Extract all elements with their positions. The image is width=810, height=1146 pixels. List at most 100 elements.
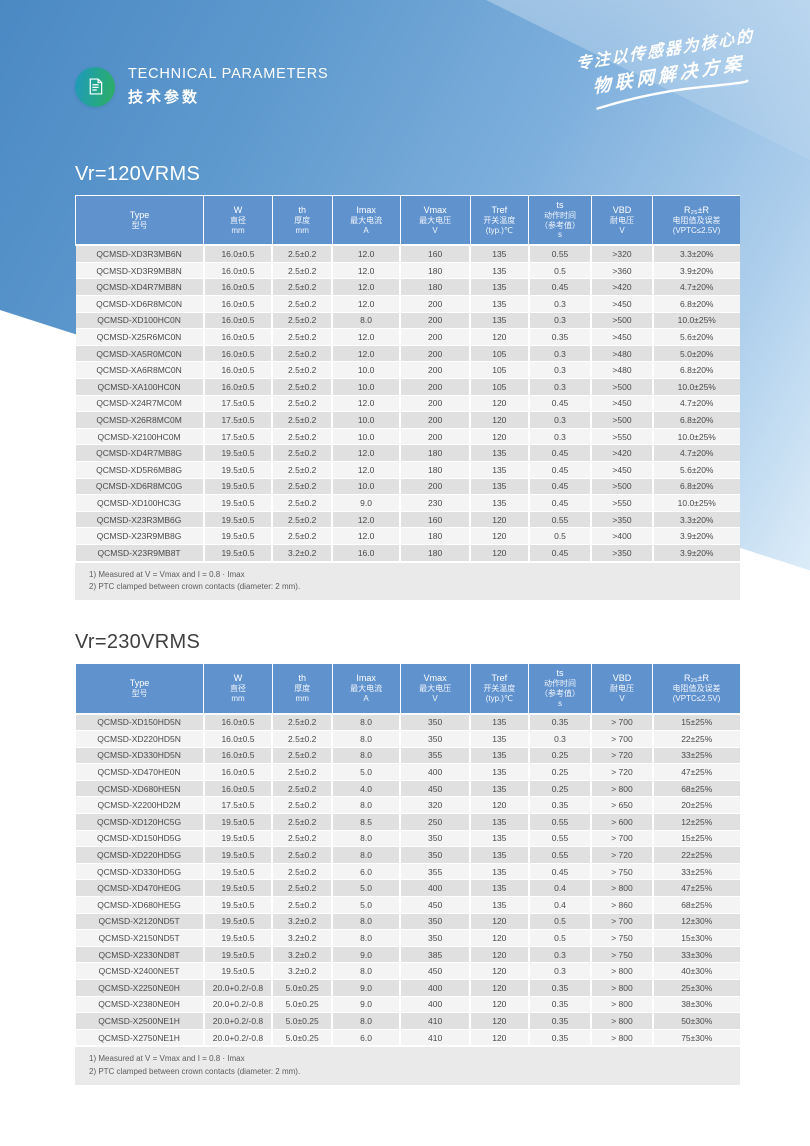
table-cell: 120 xyxy=(470,946,530,964)
table-cell: QCMSD-XD150HD5G xyxy=(75,830,205,848)
column-header-line: V xyxy=(432,693,438,703)
table-cell: 10.0 xyxy=(332,428,402,446)
table-cell: 450 xyxy=(400,896,472,914)
table-row: QCMSD-X23R3MB6G 19.5±0.5 2.5±0.2 12.0 160 120… xyxy=(75,511,740,529)
table-cell: 17.5±0.5 xyxy=(203,428,274,446)
table-cell: 350 xyxy=(400,713,472,732)
table-cell: 410 xyxy=(400,1012,472,1030)
column-header-line: A xyxy=(363,693,369,703)
table-cell: 20±25% xyxy=(652,796,740,815)
column-header: Tref 开关温度 (typ.)℃ xyxy=(469,195,530,246)
document-icon xyxy=(89,78,102,95)
table-cell: 320 xyxy=(400,796,472,815)
column-header-line: A xyxy=(363,225,369,235)
column-header-line: W xyxy=(233,673,243,684)
table-cell: 47±25% xyxy=(652,763,740,781)
table-cell: 135 xyxy=(470,494,530,512)
table-cell: 120 xyxy=(470,1012,530,1030)
table-cell: > 700 xyxy=(591,713,654,732)
table-cell: >450 xyxy=(591,295,654,313)
table-cell: 12.0 xyxy=(332,245,402,263)
table-cell: 0.5 xyxy=(528,262,593,280)
table-cell: QCMSD-X2500NE1H xyxy=(75,1012,205,1030)
section-title-120vrms: Vr=120VRMS xyxy=(75,163,201,185)
table-cell: >350 xyxy=(591,544,654,562)
table-head: Type 型号 W 直径 mm th 厚度 mm Imax 最大电流 A Vmax 最大电压 V Tref 开… xyxy=(74,195,740,246)
table-cell: 0.5 xyxy=(528,929,593,947)
table-cell: 2.5±0.2 xyxy=(272,361,334,379)
table-cell: QCMSD-XD150HD5N xyxy=(75,713,205,732)
table-cell: 4.0 xyxy=(332,780,402,798)
table-cell: 16.0±0.5 xyxy=(203,780,274,798)
table-cell: 2.5±0.2 xyxy=(272,763,334,781)
column-header: ts 动作时间 （参考值） s xyxy=(528,195,592,246)
column-header: R₂₅±R 电阻值及误差 (VPTC≤2.5V) xyxy=(652,663,740,714)
table-cell: 105 xyxy=(470,361,530,379)
column-header-line: V xyxy=(619,225,625,235)
table-cell: 120 xyxy=(470,544,530,562)
table-cell: 8.0 xyxy=(332,1012,402,1030)
table-cell: 8.0 xyxy=(332,730,402,748)
table-row: QCMSD-XD150HD5G 19.5±0.5 2.5±0.2 8.0 350 135 0… xyxy=(75,830,740,848)
table-cell: 160 xyxy=(400,245,472,263)
table-cell: > 800 xyxy=(591,979,654,997)
table-row: QCMSD-XD6R8MC0G 19.5±0.5 2.5±0.2 10.0 200 135… xyxy=(75,478,740,496)
table-cell: 400 xyxy=(400,996,472,1014)
table-cell: >550 xyxy=(591,428,654,446)
table-cell: 0.4 xyxy=(528,879,593,898)
table-cell: 19.5±0.5 xyxy=(203,813,274,831)
table-cell: >500 xyxy=(591,378,654,396)
table-row: QCMSD-X2330ND8T 19.5±0.5 3.2±0.2 9.0 385 120 0… xyxy=(75,946,740,964)
table-row: QCMSD-X24R7MC0M 17.5±0.5 2.5±0.2 12.0 200 120… xyxy=(75,395,740,413)
table-cell: 135 xyxy=(470,896,530,914)
table-cell: >420 xyxy=(591,444,654,462)
column-header-line: 耐电压 xyxy=(610,684,634,694)
table-cell: 20.0+0.2/-0.8 xyxy=(203,1029,274,1047)
table-cell: 68±25% xyxy=(652,896,740,914)
table-cell: 19.5±0.5 xyxy=(203,913,274,931)
table-cell: 6.0 xyxy=(332,863,402,881)
table-cell: 450 xyxy=(400,962,472,980)
column-header-line: 最大电压 xyxy=(419,215,452,225)
table-cell: 15±30% xyxy=(652,929,740,947)
table-cell: QCMSD-XA5R0MC0N xyxy=(75,345,205,363)
table-cell: 135 xyxy=(470,295,530,313)
table-row: QCMSD-XD4R7MB8G 19.5±0.5 2.5±0.2 12.0 180 135… xyxy=(75,444,740,462)
table-row: QCMSD-X2120ND5T 19.5±0.5 3.2±0.2 8.0 350 120 0… xyxy=(75,913,740,931)
column-header: W 直径 mm xyxy=(203,195,273,246)
column-header: th 厚度 mm xyxy=(271,663,333,714)
column-header: ts 动作时间 （参考值） s xyxy=(528,663,592,714)
table-cell: 8.0 xyxy=(332,962,402,980)
table-cell: 0.55 xyxy=(528,245,593,263)
page-header: TECHNICAL PARAMETERS 技术参数 xyxy=(75,0,740,107)
table-cell: 120 xyxy=(470,979,530,997)
table-cell: 120 xyxy=(470,913,530,931)
column-header-line: (VPTC≤2.5V) xyxy=(672,225,721,235)
table-cell: 0.25 xyxy=(528,763,593,781)
table-cell: > 700 xyxy=(591,913,654,931)
table-cell: 135 xyxy=(470,262,530,280)
table-cell: 3.3±20% xyxy=(652,511,740,529)
table-cell: 355 xyxy=(400,747,472,765)
table-cell: 10.0 xyxy=(332,411,402,429)
table-cell: 135 xyxy=(470,312,530,330)
table-cell: 10.0 xyxy=(332,361,402,379)
table-cell: 2.5±0.2 xyxy=(272,411,334,429)
table-cell: 0.35 xyxy=(528,1029,593,1047)
table-cell: > 700 xyxy=(591,830,654,848)
table-cell: 10.0±25% xyxy=(652,312,740,330)
table-cell: 385 xyxy=(400,946,472,964)
table-cell: 0.35 xyxy=(528,796,593,815)
table-cell: 3.9±20% xyxy=(652,527,740,545)
table-cell: 16.0±0.5 xyxy=(203,378,274,396)
footnote-1: 1) Measured at V = Vmax and I = 0.8 · Im… xyxy=(89,569,245,579)
table-cell: 12.0 xyxy=(332,345,402,363)
table-cell: 4.7±20% xyxy=(652,278,740,296)
table-cell: 410 xyxy=(400,1029,472,1047)
column-header: VBD 耐电压 V xyxy=(590,663,654,714)
footnote-2: 2) PTC clamped between crown contacts (d… xyxy=(89,1066,301,1076)
table-230vrms: Type 型号 W 直径 mm th 厚度 mm Imax 最大电流 A Vmax 最大电压 V Tref 开… xyxy=(74,663,740,1047)
table-cell: >350 xyxy=(591,511,654,529)
table-cell: 16.0±0.5 xyxy=(203,730,274,748)
table-cell: QCMSD-XD100HC0N xyxy=(75,312,205,330)
